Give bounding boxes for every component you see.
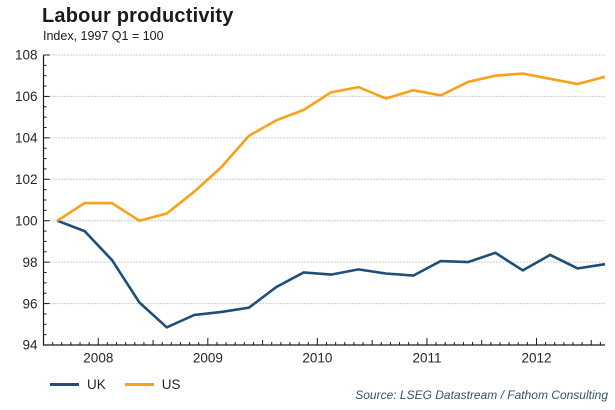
svg-text:94: 94 xyxy=(22,338,38,353)
svg-text:106: 106 xyxy=(15,89,38,104)
svg-text:2012: 2012 xyxy=(522,351,552,366)
svg-text:2010: 2010 xyxy=(302,351,332,366)
legend: UK US xyxy=(50,376,200,392)
svg-text:102: 102 xyxy=(15,172,38,187)
chart-subtitle: Index, 1997 Q1 = 100 xyxy=(43,29,164,43)
svg-text:2009: 2009 xyxy=(193,351,223,366)
legend-item-uk: UK xyxy=(50,377,106,392)
chart-title: Labour productivity xyxy=(42,5,234,27)
source-credit: Source: LSEG Datastream / Fathom Consult… xyxy=(355,388,608,402)
legend-label-us: US xyxy=(161,376,181,392)
legend-label-uk: UK xyxy=(87,376,106,392)
svg-text:100: 100 xyxy=(15,213,38,228)
legend-item-us: US xyxy=(124,376,181,392)
svg-text:108: 108 xyxy=(15,48,38,63)
us-line-swatch xyxy=(124,382,154,386)
svg-text:2011: 2011 xyxy=(412,351,441,366)
svg-text:104: 104 xyxy=(15,131,38,146)
svg-text:2008: 2008 xyxy=(83,351,113,366)
uk-line-swatch xyxy=(50,382,79,386)
svg-text:96: 96 xyxy=(22,296,37,311)
svg-text:98: 98 xyxy=(22,255,37,270)
